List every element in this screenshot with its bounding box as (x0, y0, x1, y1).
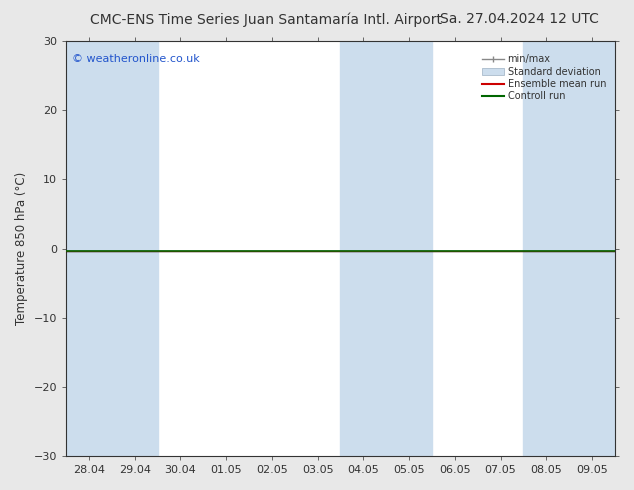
Legend: min/max, Standard deviation, Ensemble mean run, Controll run: min/max, Standard deviation, Ensemble me… (479, 50, 610, 105)
Text: Sa. 27.04.2024 12 UTC: Sa. 27.04.2024 12 UTC (441, 12, 599, 26)
Bar (66, 41, 157, 456)
Bar (524, 41, 615, 456)
Text: © weatheronline.co.uk: © weatheronline.co.uk (72, 54, 199, 64)
Y-axis label: Temperature 850 hPa (°C): Temperature 850 hPa (°C) (15, 172, 28, 325)
Text: CMC-ENS Time Series Juan Santamaría Intl. Airport: CMC-ENS Time Series Juan Santamaría Intl… (90, 12, 443, 27)
Bar (340, 41, 432, 456)
